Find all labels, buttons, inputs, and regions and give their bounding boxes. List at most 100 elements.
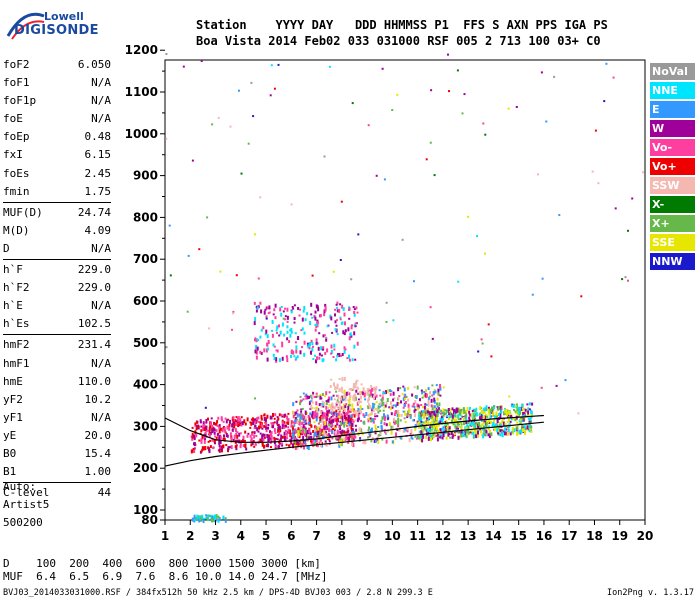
echo-point <box>325 413 328 417</box>
echo-point <box>218 517 221 522</box>
echo-point <box>516 431 519 436</box>
echo-point <box>283 333 286 337</box>
echo-point <box>463 422 465 426</box>
echo-point <box>451 407 454 411</box>
echo-point <box>327 406 330 409</box>
echo-point <box>221 445 224 448</box>
echo-point <box>281 427 284 430</box>
echo-point <box>414 395 417 398</box>
echo-point <box>420 430 423 434</box>
noise-point <box>627 229 629 232</box>
echo-point <box>372 404 375 409</box>
x-tick-label: 17 <box>561 529 578 543</box>
echo-point <box>268 307 271 310</box>
y-tick-label: 400 <box>133 378 158 392</box>
noise-point <box>350 278 353 281</box>
echo-point <box>384 392 386 395</box>
echo-point <box>426 417 428 420</box>
echo-point <box>200 425 203 428</box>
echo-point <box>339 316 342 319</box>
echo-point <box>414 427 417 431</box>
param-value: N/A <box>91 94 111 108</box>
echo-point <box>325 337 328 342</box>
echo-point <box>328 440 331 443</box>
echo-point <box>424 392 427 397</box>
echo-point <box>338 443 341 448</box>
echo-point <box>292 402 295 407</box>
echo-point <box>436 416 438 421</box>
echo-point <box>226 434 229 438</box>
echo-point <box>343 403 345 408</box>
autoscaling-notes: Auto: Artist5 500200 <box>3 478 49 532</box>
echo-point <box>284 307 286 310</box>
echo-point <box>355 428 358 432</box>
echo-point <box>336 429 339 432</box>
echo-point <box>334 424 337 428</box>
noise-point <box>169 274 172 277</box>
echo-point <box>439 420 442 424</box>
echo-point <box>273 428 276 433</box>
echo-point <box>388 406 391 409</box>
echo-point <box>259 350 262 354</box>
echo-point <box>413 409 416 413</box>
echo-point <box>399 436 402 440</box>
echo-point <box>202 446 205 451</box>
param-label: fxI <box>3 148 23 162</box>
echo-point <box>372 418 375 423</box>
echo-point <box>277 426 280 429</box>
echo-point <box>461 411 464 414</box>
noise-point <box>403 417 406 420</box>
echo-point <box>343 389 346 394</box>
echo-point <box>468 416 471 420</box>
echo-point <box>343 422 345 426</box>
echo-point <box>488 419 491 422</box>
echo-point <box>382 409 385 412</box>
echo-point <box>377 426 380 428</box>
echo-point <box>339 354 342 357</box>
echo-point <box>308 436 311 440</box>
echo-point <box>435 426 438 431</box>
echo-point <box>279 307 282 312</box>
echo-point <box>259 438 262 443</box>
noise-point <box>553 75 556 78</box>
echo-point <box>519 422 522 425</box>
echo-point <box>392 404 395 407</box>
echo-point <box>528 402 531 406</box>
echo-point <box>295 442 298 445</box>
echo-point <box>432 435 435 438</box>
echo-point <box>255 345 258 349</box>
echo-point <box>299 350 302 355</box>
note-line: Artist5 <box>3 498 50 511</box>
echo-point <box>385 423 388 427</box>
echo-point <box>213 428 216 432</box>
echo-point <box>294 332 297 335</box>
echo-point <box>203 435 206 439</box>
echo-point <box>321 417 324 420</box>
echo-point <box>367 413 370 417</box>
echo-point <box>347 440 350 444</box>
echo-point <box>317 426 320 431</box>
echo-point <box>425 403 428 406</box>
echo-point <box>328 423 331 427</box>
echo-point <box>385 401 388 405</box>
echo-point <box>387 416 390 420</box>
echo-point <box>483 407 486 412</box>
echo-point <box>502 429 505 432</box>
echo-point <box>502 430 505 433</box>
echo-point <box>516 421 519 424</box>
echo-point <box>304 410 307 415</box>
echo-point <box>442 411 445 415</box>
echo-point <box>235 422 238 426</box>
echo-point <box>195 434 198 438</box>
echo-point <box>475 412 478 417</box>
echo-point <box>448 433 451 436</box>
echo-point <box>251 431 254 436</box>
noise-point <box>356 409 359 412</box>
echo-point <box>492 411 495 416</box>
echo-point <box>284 430 287 432</box>
echo-point <box>300 329 303 332</box>
echo-point <box>193 442 196 447</box>
echo-point <box>325 405 328 410</box>
echo-point <box>323 413 326 417</box>
echo-point <box>390 412 393 416</box>
